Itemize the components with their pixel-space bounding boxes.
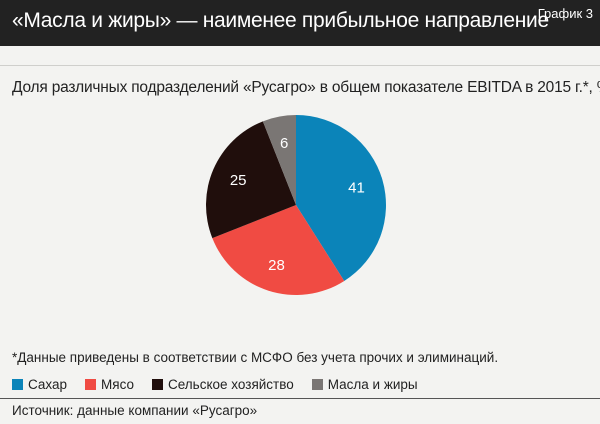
legend-item: Масла и жиры [311, 376, 418, 392]
pie-slice [296, 115, 386, 281]
header-title: «Масла и жиры» — наименее прибыльное нап… [12, 9, 549, 32]
subtitle-rule [0, 65, 600, 66]
legend-label: Сельское хозяйство [168, 376, 294, 392]
legend-label: Сахар [28, 376, 68, 392]
chart-title: Доля различных подразделений «Русагро» в… [12, 79, 600, 96]
pie-slices [206, 115, 386, 295]
pie-slice [262, 115, 296, 205]
legend-swatch [311, 378, 323, 390]
legend-swatch [152, 378, 163, 390]
legend-label: Мясо [101, 376, 134, 392]
pie-slice [206, 121, 296, 239]
footnote: *Данные приведены в соответствии с МСФО … [12, 350, 499, 365]
legend-rule [0, 398, 600, 399]
pie-data-label: 6 [280, 135, 288, 152]
legend-item: Мясо [85, 377, 134, 392]
legend: Сахар Мясо Сельское хозяйство Масла и жиры [12, 375, 436, 393]
pie-data-label: 28 [268, 257, 285, 274]
source-note: Источник: данные компании «Русагро» [12, 403, 258, 418]
pie-slice [212, 205, 345, 295]
pie-data-label: 25 [230, 172, 247, 189]
legend-swatch [12, 378, 23, 390]
legend-item: Сельское хозяйство [152, 377, 294, 392]
legend-label: Масла и жиры [327, 376, 418, 392]
legend-swatch [85, 378, 97, 390]
pie-data-labels: 41 28 25 6 [230, 135, 365, 274]
header-bar: «Масла и жиры» — наименее прибыльное нап… [0, 0, 600, 46]
legend-item: Сахар [12, 377, 67, 392]
chart-number-tag: График 3 [537, 6, 593, 21]
pie-data-label: 41 [348, 179, 365, 196]
